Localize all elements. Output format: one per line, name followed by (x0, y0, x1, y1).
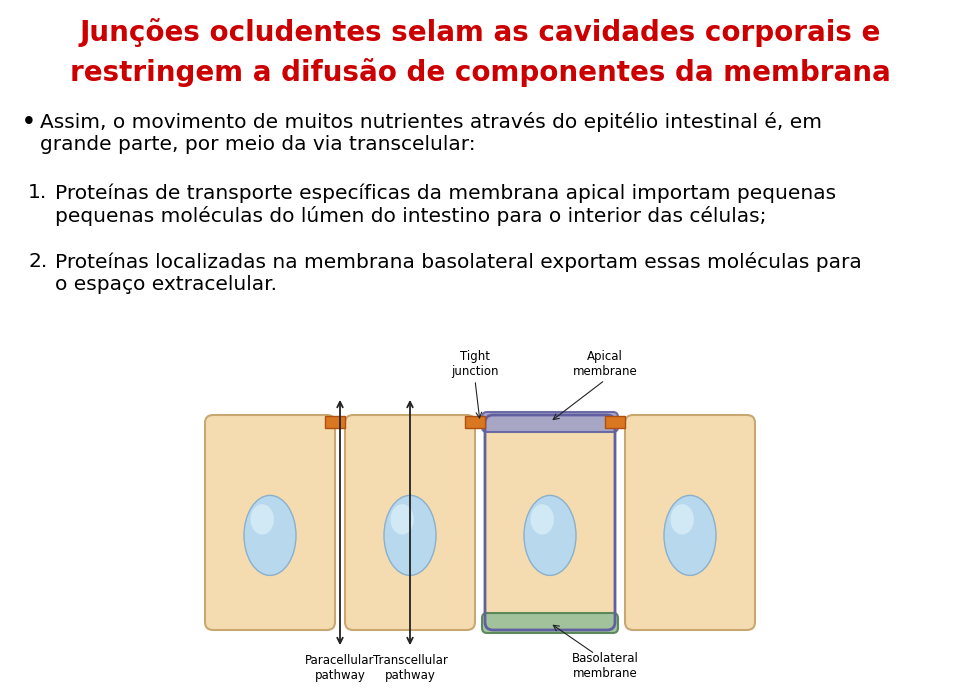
Text: •: • (22, 112, 36, 132)
FancyBboxPatch shape (345, 415, 475, 630)
Ellipse shape (664, 496, 716, 575)
FancyBboxPatch shape (482, 613, 618, 633)
Text: Proteínas localizadas na membrana basolateral exportam essas moléculas para: Proteínas localizadas na membrana basola… (55, 252, 862, 272)
Ellipse shape (524, 496, 576, 575)
FancyBboxPatch shape (205, 415, 335, 630)
Ellipse shape (670, 505, 694, 534)
Text: Basolateral
membrane: Basolateral membrane (571, 652, 638, 680)
Ellipse shape (391, 505, 414, 534)
Text: Tight
junction: Tight junction (451, 350, 499, 378)
Bar (465, 416, 485, 428)
Ellipse shape (244, 496, 296, 575)
Text: restringem a difusão de componentes da membrana: restringem a difusão de componentes da m… (70, 58, 890, 87)
Bar (325, 416, 345, 428)
Text: Assim, o movimento de muitos nutrientes através do epitélio intestinal é, em: Assim, o movimento de muitos nutrientes … (40, 112, 822, 132)
Bar (605, 416, 625, 428)
Ellipse shape (531, 505, 554, 534)
FancyBboxPatch shape (625, 415, 755, 630)
Ellipse shape (251, 505, 274, 534)
Text: pequenas moléculas do lúmen do intestino para o interior das células;: pequenas moléculas do lúmen do intestino… (55, 206, 766, 226)
Text: 1.: 1. (28, 183, 47, 202)
Text: Apical
membrane: Apical membrane (572, 350, 637, 378)
Text: Transcellular
pathway: Transcellular pathway (372, 654, 447, 682)
Ellipse shape (384, 496, 436, 575)
Text: 2.: 2. (28, 252, 47, 271)
FancyBboxPatch shape (482, 412, 618, 432)
Text: Paracellular
pathway: Paracellular pathway (305, 654, 374, 682)
Text: o espaço extracelular.: o espaço extracelular. (55, 275, 277, 294)
Text: grande parte, por meio da via transcelular:: grande parte, por meio da via transcelul… (40, 135, 475, 154)
Text: Proteínas de transporte específicas da membrana apical importam pequenas: Proteínas de transporte específicas da m… (55, 183, 836, 203)
FancyBboxPatch shape (485, 415, 615, 630)
Text: Junções ocludentes selam as cavidades corporais e: Junções ocludentes selam as cavidades co… (80, 18, 880, 47)
